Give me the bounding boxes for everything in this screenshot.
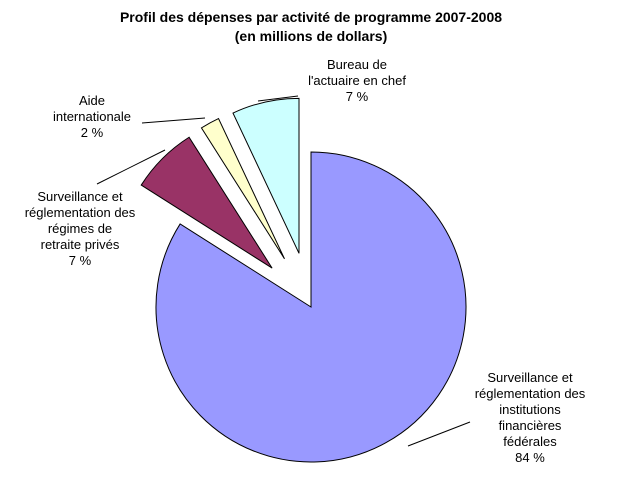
- leader-line: [257, 95, 299, 102]
- pie-slice: [140, 136, 273, 269]
- value-label: 2 %: [81, 125, 104, 140]
- pie-slice: [155, 151, 467, 463]
- pie-slice: [232, 97, 300, 254]
- chart-title: Profil des dépenses par activité de prog…: [120, 9, 502, 25]
- value-label: 7 %: [69, 253, 92, 268]
- leader-line: [141, 117, 206, 124]
- pie-slice: [200, 117, 285, 260]
- slice-label: Surveillance et réglementation des régimes…: [25, 189, 136, 252]
- value-label: 7 %: [346, 89, 369, 104]
- value-label: 84 %: [515, 450, 545, 465]
- leader-line: [407, 421, 471, 447]
- slice-label: Bureau de l'actuaire en chef: [308, 57, 406, 88]
- slice-label: Aide internationale: [53, 93, 131, 124]
- chart-subtitle: (en millions de dollars): [235, 28, 387, 44]
- slice-label: Surveillance et réglementation des institu…: [475, 370, 586, 449]
- leader-line: [96, 149, 166, 185]
